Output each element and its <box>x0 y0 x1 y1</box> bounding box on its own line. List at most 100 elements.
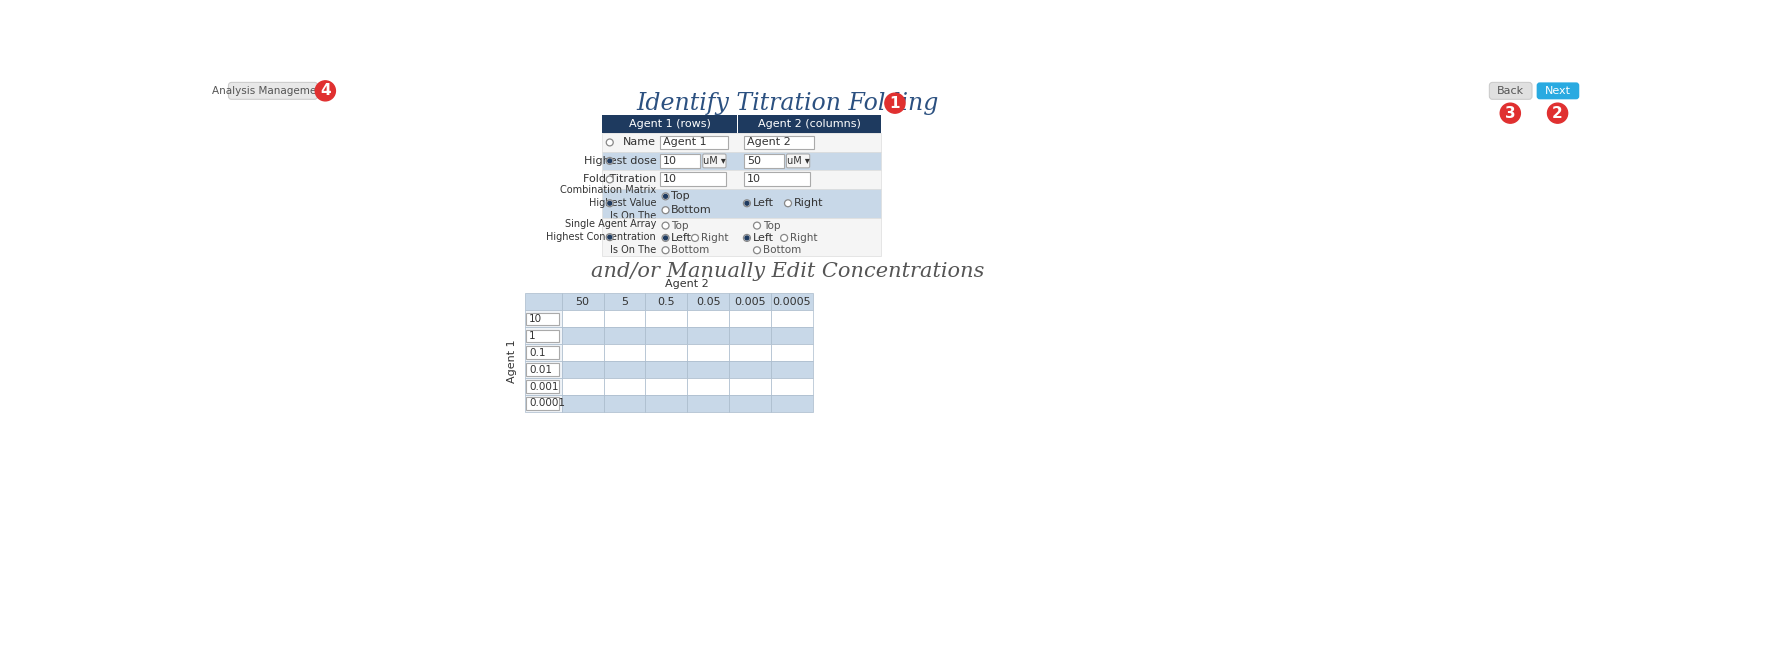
Bar <box>729 327 772 344</box>
Bar <box>562 344 603 361</box>
Text: Agent 2: Agent 2 <box>747 137 791 148</box>
Text: 1: 1 <box>889 96 900 111</box>
Bar <box>562 378 603 395</box>
Text: 0.05: 0.05 <box>695 297 720 307</box>
Text: 10: 10 <box>663 156 677 166</box>
Text: and/or Manually Edit Concentrations: and/or Manually Edit Concentrations <box>592 262 985 281</box>
Text: Combination Matrix
Highest Value
Is On The: Combination Matrix Highest Value Is On T… <box>560 185 656 222</box>
Text: Right: Right <box>791 233 818 243</box>
Bar <box>688 395 729 412</box>
Bar <box>525 395 562 412</box>
Bar <box>688 327 729 344</box>
Circle shape <box>661 247 669 254</box>
Circle shape <box>661 222 669 229</box>
Bar <box>772 344 813 361</box>
Circle shape <box>608 202 612 205</box>
Bar <box>772 294 813 310</box>
Circle shape <box>315 81 336 101</box>
Bar <box>526 347 560 359</box>
Text: Right: Right <box>701 233 729 243</box>
Circle shape <box>661 193 669 200</box>
Bar <box>603 344 645 361</box>
Text: Highest dose: Highest dose <box>583 156 656 166</box>
Text: 1: 1 <box>530 330 535 341</box>
Bar <box>562 361 603 378</box>
Text: Agent 1: Agent 1 <box>507 340 517 383</box>
Bar <box>603 133 882 152</box>
Bar <box>603 294 645 310</box>
Circle shape <box>1501 103 1520 123</box>
Text: 0.01: 0.01 <box>530 365 553 375</box>
Circle shape <box>754 222 761 229</box>
Text: Bottom: Bottom <box>670 245 709 255</box>
Bar <box>526 380 560 393</box>
Circle shape <box>606 234 613 240</box>
Bar <box>526 330 560 342</box>
Bar <box>645 395 688 412</box>
Text: 0.1: 0.1 <box>530 347 546 358</box>
Circle shape <box>606 139 613 146</box>
Circle shape <box>745 236 749 240</box>
Bar <box>525 294 562 310</box>
Text: Agent 1: Agent 1 <box>663 137 708 148</box>
Bar <box>645 378 688 395</box>
Bar <box>645 344 688 361</box>
Text: 5: 5 <box>621 297 628 307</box>
Circle shape <box>663 194 667 198</box>
Circle shape <box>743 200 750 207</box>
Bar <box>688 378 729 395</box>
Bar <box>525 344 562 361</box>
Bar <box>660 172 725 187</box>
Bar <box>688 361 729 378</box>
Bar <box>729 361 772 378</box>
Circle shape <box>743 235 750 242</box>
Circle shape <box>1547 103 1568 123</box>
Bar <box>525 327 562 344</box>
Text: 0.0005: 0.0005 <box>773 297 811 307</box>
Bar <box>562 294 603 310</box>
Bar <box>525 378 562 395</box>
Circle shape <box>661 207 669 214</box>
Bar <box>562 310 603 327</box>
Text: 0.001: 0.001 <box>530 382 558 391</box>
Circle shape <box>606 176 613 183</box>
Bar <box>526 312 560 325</box>
Text: Left: Left <box>754 198 773 208</box>
Text: Name: Name <box>624 137 656 148</box>
Circle shape <box>781 235 788 242</box>
Bar <box>772 378 813 395</box>
Bar <box>743 154 784 168</box>
Text: uM ▾: uM ▾ <box>702 156 725 166</box>
Text: Right: Right <box>795 198 823 208</box>
Text: Bottom: Bottom <box>670 205 711 215</box>
Circle shape <box>608 159 612 163</box>
Circle shape <box>784 200 791 207</box>
Circle shape <box>754 247 761 254</box>
Bar <box>660 154 701 168</box>
Text: Back: Back <box>1497 86 1524 96</box>
FancyBboxPatch shape <box>228 82 318 99</box>
Bar <box>525 310 562 327</box>
Text: Single Agent Array
Highest Concentration
Is On The: Single Agent Array Highest Concentration… <box>546 219 656 255</box>
Text: Top: Top <box>763 220 781 231</box>
Bar <box>603 189 882 218</box>
Circle shape <box>885 93 905 113</box>
Bar <box>562 327 603 344</box>
Circle shape <box>663 236 667 240</box>
Text: Fold Titration: Fold Titration <box>583 174 656 185</box>
Bar <box>603 170 882 189</box>
Bar <box>729 344 772 361</box>
Text: Left: Left <box>754 233 773 243</box>
Circle shape <box>692 235 699 242</box>
Circle shape <box>606 200 613 207</box>
Bar <box>526 364 560 376</box>
Bar <box>729 294 772 310</box>
Bar <box>603 310 645 327</box>
Bar <box>729 395 772 412</box>
Bar <box>743 172 809 187</box>
Bar <box>729 310 772 327</box>
Text: 0.005: 0.005 <box>734 297 766 307</box>
Text: 0.0001: 0.0001 <box>530 399 565 408</box>
Bar <box>772 310 813 327</box>
Bar <box>738 115 882 133</box>
